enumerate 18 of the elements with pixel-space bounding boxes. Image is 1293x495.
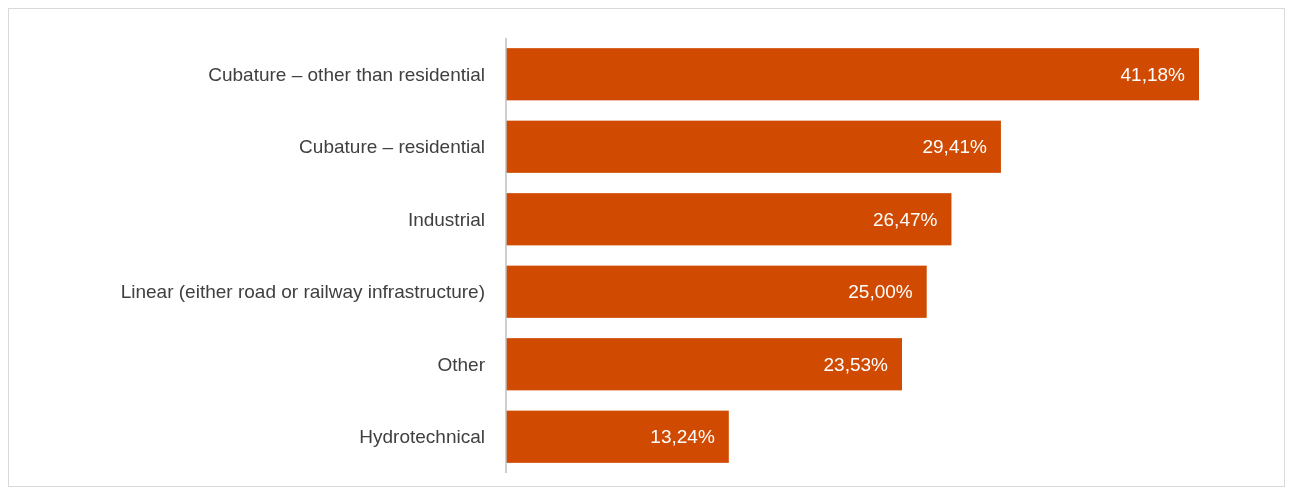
bar (506, 265, 927, 318)
y-tick-label: Cubature – residential (299, 136, 485, 158)
data-label: 13,24% (650, 426, 715, 448)
bar (506, 193, 952, 246)
y-tick-label: Other (437, 353, 486, 375)
bar (506, 120, 1001, 173)
data-label: 29,41% (922, 136, 988, 158)
bar (506, 410, 729, 463)
y-tick-label: Hydrotechnical (359, 426, 485, 448)
y-tick-label: Cubature – other than residential (208, 63, 485, 85)
data-label: 41,18% (1120, 63, 1186, 85)
y-tick-label: Linear (either road or railway infrastructure) (120, 281, 485, 303)
data-label: 26,47% (873, 208, 938, 230)
y-tick-label: Industrial (407, 208, 485, 230)
bar (506, 338, 902, 391)
bar (506, 48, 1199, 101)
data-label: 25,00% (848, 281, 913, 303)
data-label: 23,53% (823, 353, 889, 375)
